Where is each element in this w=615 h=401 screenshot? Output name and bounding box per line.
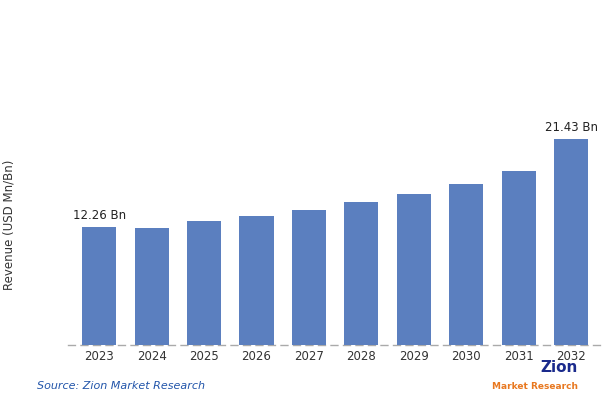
Bar [450,184,483,345]
Bar [187,221,221,345]
Text: Global Market Size, 2024-2032 (USD Billion): Global Market Size, 2024-2032 (USD Billi… [139,60,476,75]
Bar [82,227,116,345]
Text: Wireless Power Transmission Market,: Wireless Power Transmission Market, [102,21,513,40]
Bar [292,210,326,345]
Text: 12.26 Bn: 12.26 Bn [73,209,125,222]
Text: Revenue (USD Mn/Bn): Revenue (USD Mn/Bn) [2,159,16,290]
Bar [239,216,274,345]
Text: Market Research: Market Research [492,382,578,391]
Text: Source: Zion Market Research: Source: Zion Market Research [37,381,205,391]
Bar [135,229,169,345]
Bar [397,194,431,345]
Bar [344,203,378,345]
Text: 21.43 Bn: 21.43 Bn [545,121,598,134]
Text: Zion: Zion [541,360,578,375]
Bar [502,171,536,345]
Text: CAGR : 6.40%: CAGR : 6.40% [89,123,191,136]
Bar [554,139,589,345]
